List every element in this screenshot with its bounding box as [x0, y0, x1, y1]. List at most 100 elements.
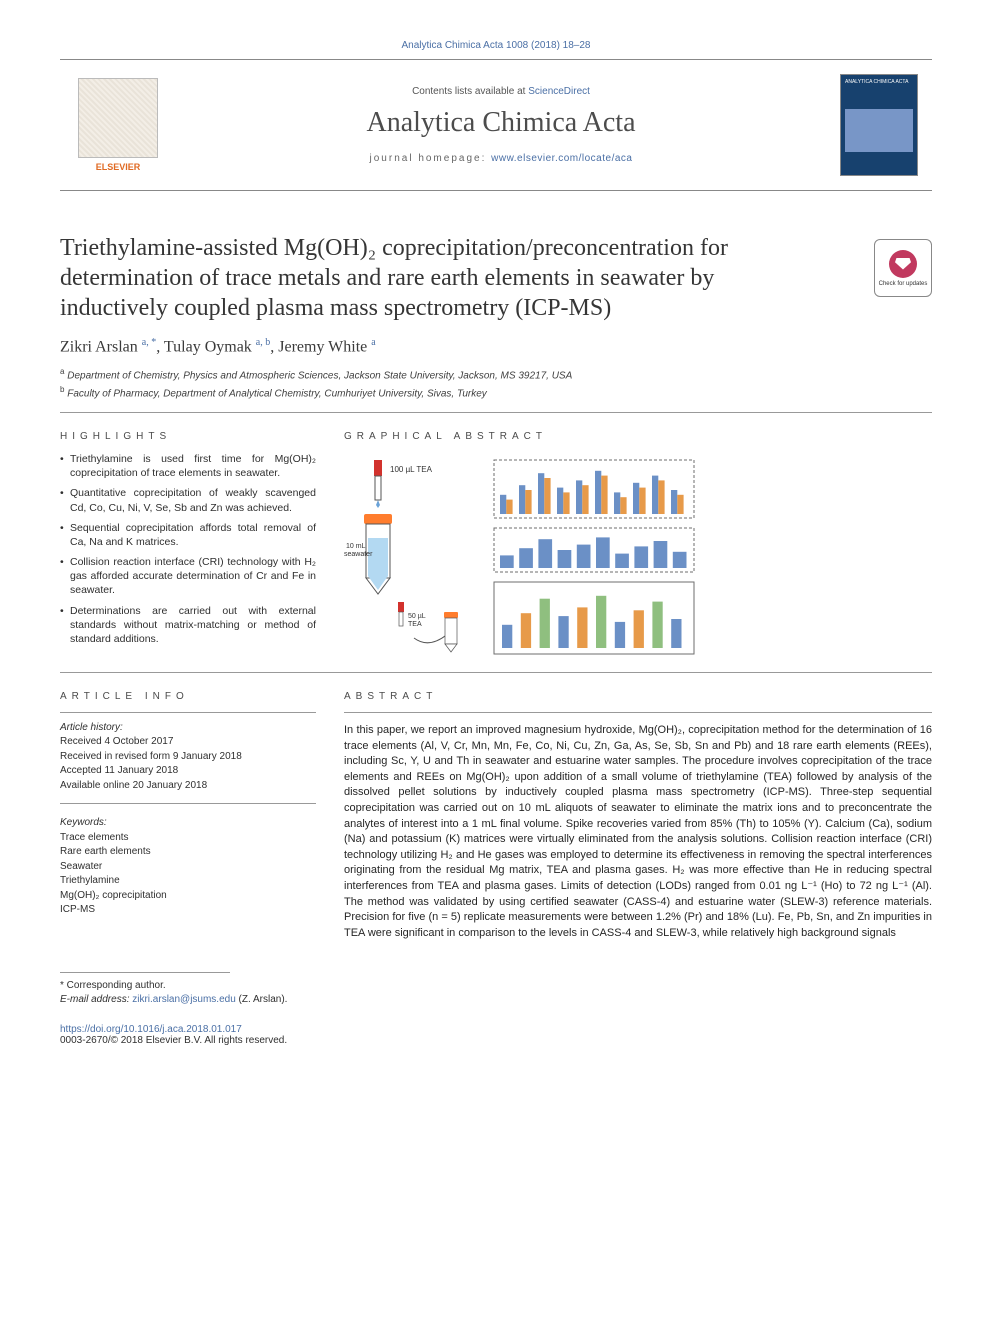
mini-bar	[671, 619, 681, 648]
journal-homepage-line: journal homepage: www.elsevier.com/locat…	[162, 153, 840, 164]
keyword-line: Mg(OH)₂ coprecipitation	[60, 889, 316, 904]
mini-bar	[596, 537, 610, 568]
mini-bar	[654, 541, 668, 568]
mini-bar	[519, 485, 525, 514]
publisher-logo: ELSEVIER	[74, 70, 162, 180]
graphical-abstract-label: GRAPHICAL ABSTRACT	[344, 431, 932, 442]
highlight-item: Triethylamine is used first time for Mg(…	[60, 452, 316, 480]
mini-bar	[563, 492, 569, 514]
article-info: Article history: Received 4 October 2017…	[60, 721, 316, 918]
history-line: Received 4 October 2017	[60, 735, 316, 750]
homepage-link[interactable]: www.elsevier.com/locate/aca	[491, 153, 632, 164]
mini-bar	[639, 488, 645, 514]
bottom-info: https://doi.org/10.1016/j.aca.2018.01.01…	[60, 1024, 932, 1046]
corresponding-author: * Corresponding author.	[60, 979, 932, 994]
journal-name: Analytica Chimica Acta	[162, 107, 840, 139]
cover-label: ANALYTICA CHIMICA ACTA	[845, 79, 913, 85]
seawater-label-2: seawater	[344, 551, 373, 558]
mini-bar	[577, 607, 587, 648]
tube2-icon	[444, 612, 458, 652]
history-line: Accepted 11 January 2018	[60, 764, 316, 779]
mini-bar	[634, 610, 644, 648]
mini-bar	[615, 554, 629, 568]
mini-bar	[677, 495, 683, 514]
abstract-text: In this paper, we report an improved mag…	[344, 723, 932, 942]
check-updates-badge[interactable]: Check for updates	[874, 239, 932, 297]
history-head: Article history:	[60, 721, 316, 736]
mini-bar	[634, 546, 648, 568]
highlight-item: Quantitative coprecipitation of weakly s…	[60, 486, 316, 514]
header-center: Contents lists available at ScienceDirec…	[162, 86, 840, 164]
dropper2-icon	[398, 602, 404, 626]
graphical-abstract-svg: 100 µL TEA 10 mL seawater	[344, 452, 704, 662]
divider	[60, 803, 316, 804]
highlights-label: HIGHLIGHTS	[60, 431, 316, 442]
mini-bar	[633, 483, 639, 514]
mini-bar	[614, 492, 620, 514]
graphical-abstract: 100 µL TEA 10 mL seawater	[344, 452, 704, 662]
author-email-link[interactable]: zikri.arslan@jsums.edu	[132, 994, 236, 1005]
mini-bar	[500, 495, 506, 514]
keywords-head: Keywords:	[60, 816, 316, 831]
mini-bar	[673, 552, 687, 568]
mini-bar	[558, 550, 572, 568]
journal-cover-thumb: ANALYTICA CHIMICA ACTA	[840, 74, 918, 176]
affiliation-line: b Faculty of Pharmacy, Department of Ana…	[60, 384, 932, 402]
mini-bar	[620, 497, 626, 514]
mini-bar	[538, 539, 552, 568]
divider	[60, 672, 932, 673]
cover-art-icon	[845, 109, 913, 151]
mini-bar	[615, 622, 625, 648]
highlight-item: Sequential coprecipitation affords total…	[60, 521, 316, 549]
sciencedirect-link[interactable]: ScienceDirect	[528, 86, 590, 97]
contents-line: Contents lists available at ScienceDirec…	[162, 86, 840, 97]
keyword-line: Triethylamine	[60, 874, 316, 889]
highlights-list: Triethylamine is used first time for Mg(…	[60, 452, 316, 646]
footnote-divider	[60, 972, 230, 973]
divider	[60, 412, 932, 413]
copyright-line: 0003-2670/© 2018 Elsevier B.V. All right…	[60, 1035, 932, 1046]
mini-bar	[538, 473, 544, 514]
contents-prefix: Contents lists available at	[412, 86, 528, 97]
mini-bar	[558, 616, 568, 648]
mini-bar	[596, 596, 606, 648]
keyword-line: Seawater	[60, 860, 316, 875]
mini-bar	[502, 625, 512, 648]
journal-header: ELSEVIER Contents lists available at Sci…	[60, 59, 932, 191]
mini-bar	[658, 480, 664, 514]
mini-bar	[601, 476, 607, 514]
email-label: E-mail address:	[60, 994, 132, 1005]
history-line: Received in revised form 9 January 2018	[60, 750, 316, 765]
abstract-label: ABSTRACT	[344, 691, 932, 702]
elsevier-tree-icon	[78, 78, 158, 158]
affiliation-line: a Department of Chemistry, Physics and A…	[60, 366, 932, 384]
mini-bar	[652, 602, 662, 648]
authors-line: Zikri Arslan a, *, Tulay Oymak a, b, Jer…	[60, 337, 932, 356]
mini-bar	[652, 476, 658, 514]
highlight-item: Determinations are carried out with exte…	[60, 604, 316, 647]
tea-label: 100 µL TEA	[390, 465, 433, 474]
mini-bar	[577, 545, 591, 568]
crossmark-icon	[889, 250, 917, 278]
mini-bar	[506, 500, 512, 514]
mini-bar	[519, 548, 533, 568]
mini-bar	[544, 478, 550, 514]
mini-bar	[582, 485, 588, 514]
mini-bar	[525, 490, 531, 514]
affiliations: a Department of Chemistry, Physics and A…	[60, 366, 932, 402]
email-name: (Z. Arslan).	[236, 994, 288, 1005]
mini-bar	[671, 490, 677, 514]
divider	[60, 712, 316, 713]
tea2-label-2: TEA	[408, 621, 422, 628]
doi-link[interactable]: https://doi.org/10.1016/j.aca.2018.01.01…	[60, 1024, 242, 1035]
highlight-item: Collision reaction interface (CRI) techn…	[60, 555, 316, 598]
article-info-label: ARTICLE INFO	[60, 691, 316, 702]
divider	[344, 712, 932, 713]
footnotes: * Corresponding author. E-mail address: …	[60, 979, 932, 1008]
dropper-icon	[374, 460, 382, 508]
history-line: Available online 20 January 2018	[60, 779, 316, 794]
keyword-line: ICP-MS	[60, 903, 316, 918]
keyword-line: Rare earth elements	[60, 845, 316, 860]
mini-bar	[521, 613, 531, 648]
seawater-label-1: 10 mL	[346, 543, 366, 550]
